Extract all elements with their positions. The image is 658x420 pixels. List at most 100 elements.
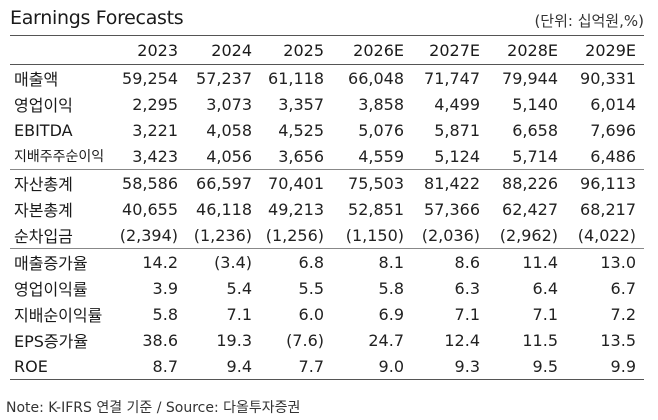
column-header: 2023 — [112, 35, 186, 65]
row-label: 순차입금 — [10, 222, 112, 249]
table-row: 순차입금 (2,394) (1,236) (1,256) (1,150) (2,036)(… — [10, 222, 644, 249]
value-cell: 6.7 — [610, 278, 636, 298]
value-cell: (1,236) — [186, 222, 260, 249]
value-cell: 5.4 — [226, 278, 252, 298]
value-cell: (7.6) — [286, 330, 324, 350]
value-cell: 5,076 — [358, 120, 404, 140]
corner-cell — [10, 35, 112, 65]
table-row: 영업이익률 3.9 5.4 5.5 5.8 6.3 6.4 6.7 — [10, 275, 644, 301]
value-cell: 40,655 — [122, 199, 178, 219]
value-cell: 3.9 — [152, 278, 178, 298]
table-row: 매출증가율 14.2 (3.4) 6.8 8.1 8.6 11.4 13.0 — [10, 249, 644, 276]
value-cell: 88,226 — [502, 173, 558, 193]
value-cell: 6.8 — [298, 252, 324, 272]
table-row: 자산총계 58,586 66,597 70,401 75,503 81,422 88,226… — [10, 170, 644, 197]
table-row: 매출액 59,254 57,237 61,118 66,048 71,747 79,944 9… — [10, 65, 644, 92]
value-cell: 7.1 — [226, 304, 252, 324]
header: Earnings Forecasts (단위: 십억원,%) — [0, 0, 658, 34]
table-row: ROE 8.7 9.4 7.7 9.0 9.3 9.5 9.9 — [10, 353, 644, 380]
value-cell: 6,014 — [590, 94, 636, 114]
value-cell: 38.6 — [142, 330, 178, 350]
value-cell: 3,221 — [132, 120, 178, 140]
value-cell: 57,237 — [196, 68, 252, 88]
value-cell: 8.6 — [454, 252, 480, 272]
earnings-forecast-table: 2023 2024 2025 2026E 2027E 2028E 2029E 매… — [10, 35, 644, 380]
value-cell: 57,366 — [424, 199, 480, 219]
row-label: 지배주주순이익 — [10, 143, 112, 170]
row-label: 매출증가율 — [14, 254, 88, 273]
unit-label: (단위: 십억원,%) — [534, 12, 644, 30]
value-cell: 3,357 — [278, 94, 324, 114]
column-header: 2029E — [566, 35, 644, 65]
column-header: 2028E — [488, 35, 566, 65]
column-header: 2027E — [412, 35, 488, 65]
row-label: 영업이익 — [14, 96, 73, 115]
value-cell: 14.2 — [142, 252, 178, 272]
value-cell: 66,597 — [196, 173, 252, 193]
value-cell: 5.8 — [152, 304, 178, 324]
row-label: 영업이익률 — [14, 280, 88, 299]
value-cell: 6.4 — [532, 278, 558, 298]
value-cell: 9.5 — [488, 353, 566, 380]
value-cell: 7.1 — [454, 304, 480, 324]
value-cell: 9.4 — [186, 353, 260, 380]
value-cell: 12.4 — [444, 330, 480, 350]
value-cell: 9.0 — [332, 353, 412, 380]
row-label: ROE — [10, 353, 112, 380]
table-row: 지배주주순이익 3,423 4,056 3,656 4,559 5,124 5,714 6,4… — [10, 143, 644, 170]
value-cell: 71,747 — [424, 68, 480, 88]
row-label: 자본총계 — [14, 201, 73, 220]
value-cell: 90,331 — [580, 68, 636, 88]
value-cell: 4,056 — [186, 143, 260, 170]
row-label: EPS증가율 — [14, 332, 89, 351]
value-cell: (2,036) — [412, 222, 488, 249]
value-cell: 70,401 — [268, 173, 324, 193]
value-cell: 4,559 — [332, 143, 412, 170]
value-cell: 9.3 — [412, 353, 488, 380]
value-cell: 4,525 — [278, 120, 324, 140]
column-header: 2025 — [260, 35, 332, 65]
value-cell: 49,213 — [268, 199, 324, 219]
value-cell: 5,871 — [434, 120, 480, 140]
value-cell: 5,124 — [412, 143, 488, 170]
value-cell: (2,394) — [112, 222, 186, 249]
value-cell: 8.1 — [378, 252, 404, 272]
value-cell: 5,714 — [488, 143, 566, 170]
value-cell: 13.5 — [600, 330, 636, 350]
value-cell: 13.0 — [600, 252, 636, 272]
value-cell: 7,696 — [590, 120, 636, 140]
table-row: 자본총계 40,655 46,118 49,213 52,851 57,366 62,427… — [10, 196, 644, 222]
value-cell: 66,048 — [348, 68, 404, 88]
value-cell: 5,140 — [512, 94, 558, 114]
value-cell: 3,858 — [358, 94, 404, 114]
value-cell: (2,962) — [488, 222, 566, 249]
value-cell: 7.7 — [260, 353, 332, 380]
value-cell: 6,658 — [512, 120, 558, 140]
header-row: 2023 2024 2025 2026E 2027E 2028E 2029E — [10, 35, 644, 65]
value-cell: 52,851 — [348, 199, 404, 219]
value-cell: 5.5 — [298, 278, 324, 298]
value-cell: (4,022) — [566, 222, 644, 249]
table-row: 영업이익 2,295 3,073 3,357 3,858 4,499 5,140 6,014 — [10, 91, 644, 117]
column-header: 2026E — [332, 35, 412, 65]
table-row: EBITDA 3,221 4,058 4,525 5,076 5,871 6,658 7,69… — [10, 117, 644, 143]
value-cell: 59,254 — [122, 68, 178, 88]
value-cell: 11.5 — [522, 330, 558, 350]
table-row: 지배순이익률 5.8 7.1 6.0 6.9 7.1 7.1 7.2 — [10, 301, 644, 327]
value-cell: 4,499 — [434, 94, 480, 114]
value-cell: 4,058 — [206, 120, 252, 140]
value-cell: 5.8 — [378, 278, 404, 298]
value-cell: 24.7 — [368, 330, 404, 350]
value-cell: 46,118 — [196, 199, 252, 219]
column-header: 2024 — [186, 35, 260, 65]
value-cell: (3.4) — [214, 252, 252, 272]
value-cell: 3,423 — [112, 143, 186, 170]
row-label: 지배순이익률 — [14, 306, 103, 325]
value-cell: 6.3 — [454, 278, 480, 298]
value-cell: 61,118 — [268, 68, 324, 88]
row-label: EBITDA — [14, 120, 73, 140]
table-body: 매출액 59,254 57,237 61,118 66,048 71,747 79,944 9… — [10, 65, 644, 380]
value-cell: 6,486 — [566, 143, 644, 170]
value-cell: 2,295 — [132, 94, 178, 114]
source-note: Note: K-IFRS 연결 기준 / Source: 다올투자증권 — [6, 400, 301, 416]
